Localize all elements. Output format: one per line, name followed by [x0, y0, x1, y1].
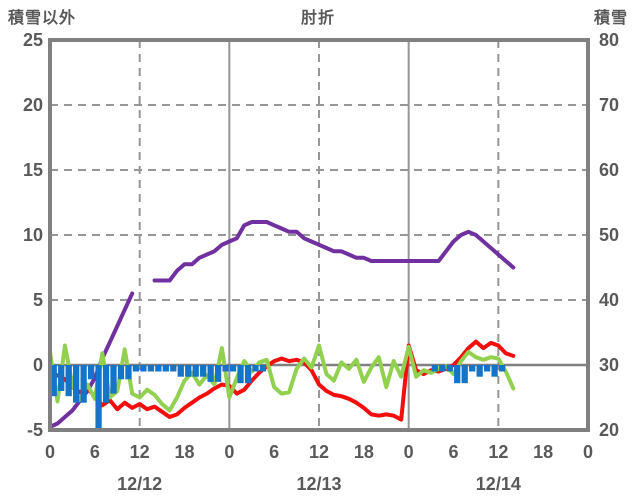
bar	[476, 365, 483, 377]
bar	[252, 365, 259, 372]
bar	[237, 365, 244, 384]
axis-tick-label: 6	[448, 442, 458, 462]
axis-tick-label: 25	[23, 30, 43, 50]
bar	[446, 365, 453, 372]
bar	[200, 365, 207, 377]
axis-tick-label: 6	[269, 442, 279, 462]
chart-title: 肘折	[300, 10, 335, 27]
bar	[214, 365, 222, 382]
bar	[185, 365, 192, 377]
date-label: 12/14	[476, 474, 521, 494]
bar	[259, 365, 267, 372]
axis-tick-label: 18	[533, 442, 553, 462]
axis-tick-label: 18	[174, 442, 194, 462]
axis-tick-label: 18	[354, 442, 374, 462]
bar	[483, 365, 491, 372]
bar	[58, 365, 65, 391]
gridlines	[50, 40, 588, 430]
bar	[140, 365, 147, 372]
left-axis-title: 積雪以外	[8, 10, 77, 27]
line-snow-depth-line	[48, 220, 516, 429]
bar	[469, 365, 476, 372]
bar	[192, 365, 199, 377]
axis-tick-label: 12	[488, 442, 508, 462]
bar	[207, 365, 214, 382]
bar	[87, 365, 95, 380]
plot-frame	[48, 38, 590, 432]
axis-tick-label: 30	[599, 355, 619, 375]
axis-tick-label: 0	[33, 355, 43, 375]
series-snow-depth-line	[48, 220, 516, 429]
bar	[439, 365, 446, 372]
series-blue-bars	[50, 365, 506, 430]
bar	[117, 365, 125, 380]
axis-tick-label: 80	[599, 30, 619, 50]
bar	[461, 365, 468, 384]
date-label: 12/12	[117, 474, 162, 494]
axis-tick-label: 12	[309, 442, 329, 462]
date-label: 12/13	[296, 474, 341, 494]
axis-tick-label: 10	[23, 225, 43, 245]
right-axis-title: 積雪	[593, 10, 628, 27]
axis-tick-label: 0	[224, 442, 234, 462]
axis-tick-label: 50	[599, 225, 619, 245]
bar	[431, 365, 438, 372]
axis-tick-label: 70	[599, 95, 619, 115]
bar	[50, 365, 57, 397]
axis-tick-label: 12	[130, 442, 150, 462]
bar	[491, 365, 498, 377]
axis-tick-label: 0	[45, 442, 55, 462]
bar	[162, 365, 169, 372]
bar	[155, 365, 162, 372]
bar	[498, 365, 506, 372]
bar	[222, 365, 229, 372]
bar	[73, 365, 80, 403]
x-axis-dates: 12/12 12/13 12/14	[117, 474, 521, 494]
axis-tick-label: 20	[599, 420, 619, 440]
bar	[110, 365, 117, 394]
bar	[147, 365, 155, 372]
axis-tick-label: 5	[33, 290, 43, 310]
bar	[170, 365, 177, 372]
axis-tick-label: 15	[23, 160, 43, 180]
axis-tick-label: 40	[599, 290, 619, 310]
right-axis-ticks: 80 70 60 50 40 30 20	[599, 30, 619, 440]
bar	[177, 365, 184, 377]
axis-tick-label: 60	[599, 160, 619, 180]
left-axis-ticks: 25 20 15 10 5 0 -5	[23, 30, 43, 440]
bar	[102, 365, 110, 403]
bar	[229, 365, 237, 372]
axis-tick-label: 0	[404, 442, 414, 462]
bar	[454, 365, 461, 384]
axis-tick-label: 6	[90, 442, 100, 462]
bar	[65, 365, 72, 397]
axis-tick-label: 0	[583, 442, 593, 462]
x-axis-ticks: 0 6 12 18 0 6 12 18 0 6 12 18 0	[45, 442, 593, 462]
bar	[132, 365, 140, 372]
axis-tick-label: -5	[27, 420, 43, 440]
bar	[95, 365, 102, 430]
bar	[244, 365, 252, 384]
bar	[125, 365, 132, 380]
axis-tick-label: 20	[23, 95, 43, 115]
bar	[80, 365, 87, 403]
